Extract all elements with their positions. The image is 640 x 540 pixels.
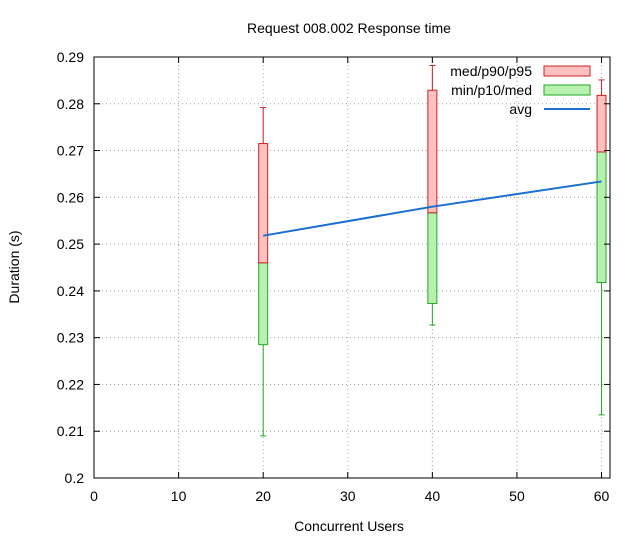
box-layer <box>258 64 607 437</box>
plot-frame <box>93 56 611 479</box>
legend-label: med/p90/p95 <box>450 63 532 79</box>
y-axis-label: Duration (s) <box>6 230 22 303</box>
y-tick-label: 0.25 <box>57 236 84 252</box>
x-tick-label: 10 <box>171 488 187 504</box>
x-tick-label: 20 <box>255 488 271 504</box>
x-tick-label: 50 <box>509 488 525 504</box>
y-tick-label: 0.28 <box>57 96 84 112</box>
y-tick-label: 0.27 <box>57 143 84 159</box>
box-upper <box>258 143 269 264</box>
x-axis-label: Concurrent Users <box>294 518 404 534</box>
x-tick-label: 60 <box>594 488 610 504</box>
legend-swatch <box>543 65 591 77</box>
legend-label: avg <box>509 101 532 117</box>
legend-swatch <box>543 84 591 96</box>
y-tick-label: 0.29 <box>57 49 84 65</box>
box-lower <box>427 212 438 305</box>
box-lower <box>258 262 269 346</box>
y-tick-label: 0.24 <box>57 283 84 299</box>
legend: med/p90/p95 min/p10/med avg <box>450 63 591 117</box>
x-tick-label: 0 <box>90 488 98 504</box>
avg-layer <box>263 180 602 237</box>
y-tick-label: 0.22 <box>57 376 84 392</box>
y-tick-label: 0.23 <box>57 330 84 346</box>
x-tick-label: 30 <box>340 488 356 504</box>
y-tick-label: 0.26 <box>57 189 84 205</box>
x-tick-label: 40 <box>425 488 441 504</box>
box-upper <box>427 89 438 214</box>
legend-label: min/p10/med <box>451 82 532 98</box>
avg-line <box>263 180 602 237</box>
y-tick-label: 0.21 <box>57 423 84 439</box>
box-upper <box>596 94 607 153</box>
y-tick-label: 0.2 <box>65 470 85 486</box>
chart-title: Request 008.002 Response time <box>247 20 451 36</box>
tick-layer: 0.2 0.21 0.22 0.23 0.24 0.25 0.26 0.27 0.28 0.29 0… <box>57 49 610 504</box>
box-lower <box>596 151 607 283</box>
